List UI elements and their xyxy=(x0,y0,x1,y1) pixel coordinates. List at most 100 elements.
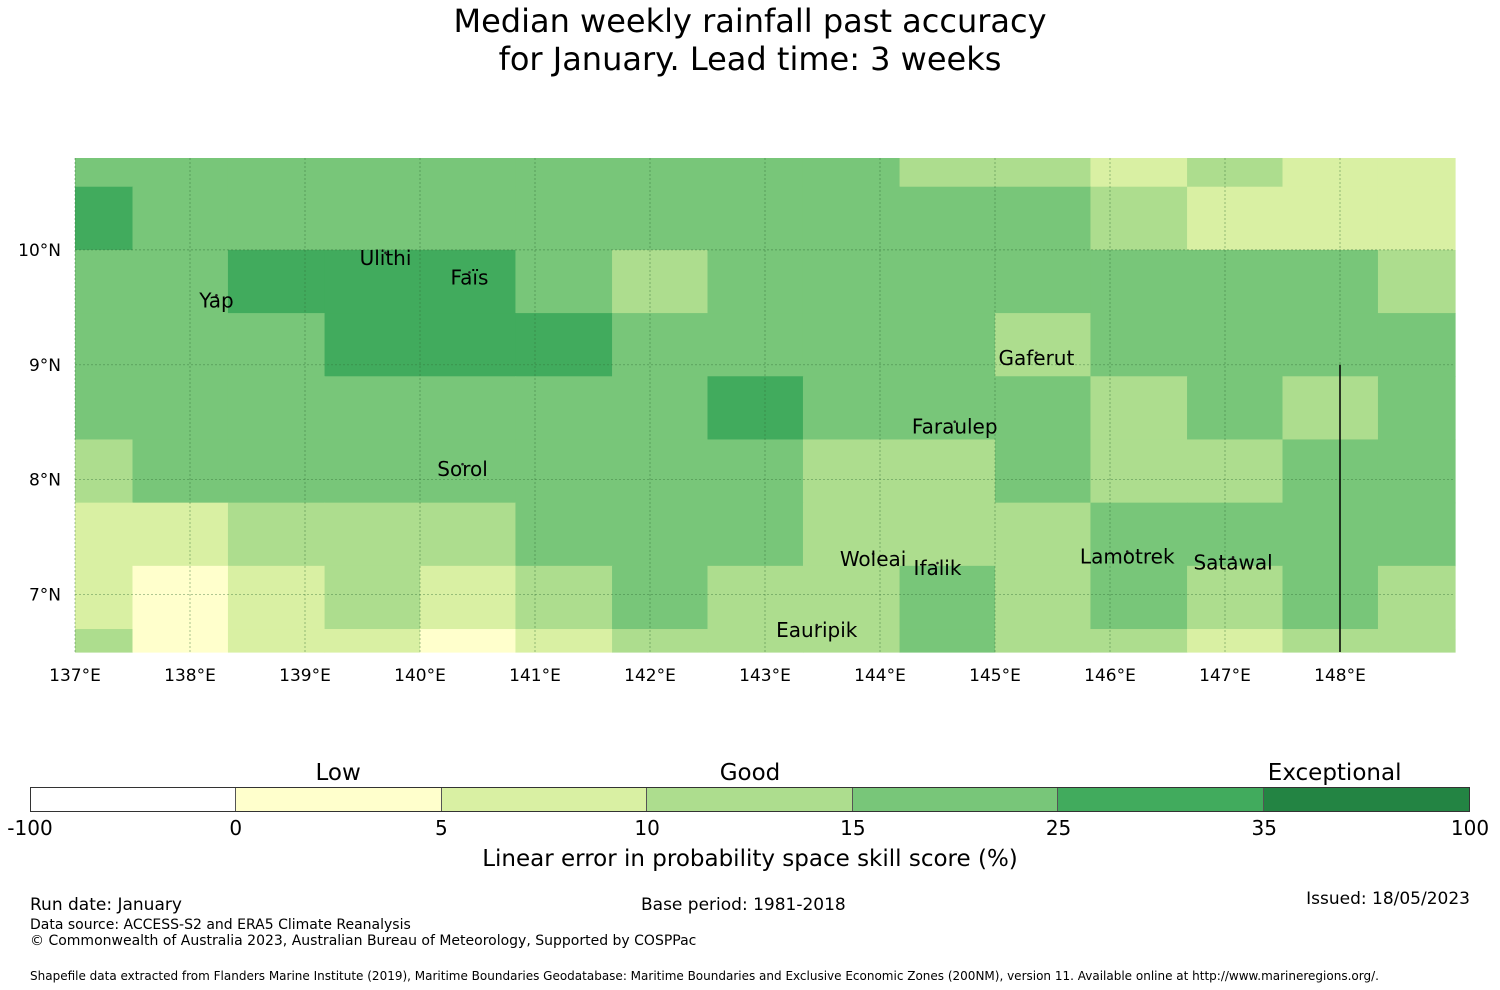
heatmap-cell xyxy=(1282,502,1379,567)
island-marker xyxy=(384,251,387,255)
heatmap-cell xyxy=(324,249,421,314)
heatmap-cell xyxy=(227,629,326,653)
heatmap-cell xyxy=(1090,376,1188,441)
y-tick-label: 8°N xyxy=(29,471,61,491)
heatmap-cell xyxy=(1282,186,1379,251)
heatmap-cell xyxy=(420,376,517,441)
heatmap-cell xyxy=(227,249,326,314)
shapefile-credit: Shapefile data extracted from Flanders M… xyxy=(30,969,1379,983)
colorbar-segment xyxy=(1058,788,1264,811)
heatmap-cell xyxy=(420,249,517,314)
heatmap-cell xyxy=(1377,502,1456,567)
heatmap-cell xyxy=(707,158,804,188)
heatmap-cell xyxy=(75,629,134,653)
heatmap-cell xyxy=(1282,158,1379,188)
gridlines xyxy=(74,158,1455,652)
heatmap-cell xyxy=(132,629,229,653)
island-marker xyxy=(461,462,464,466)
colorbar-tick-label: -100 xyxy=(7,816,53,840)
heatmap-cell xyxy=(802,376,901,441)
colorbar-label: Linear error in probability space skill … xyxy=(482,846,1018,872)
colorbar-category-label: Exceptional xyxy=(1267,760,1402,786)
island-marker xyxy=(953,420,957,424)
heatmap-cell xyxy=(1090,158,1188,188)
heatmap-cell xyxy=(1187,565,1284,630)
island-label: Gaferut xyxy=(998,346,1074,370)
heatmap-cell xyxy=(1377,565,1456,630)
colorbar-category-label: Low xyxy=(315,760,361,786)
heatmap-cell xyxy=(515,439,613,504)
heatmap-cell xyxy=(899,439,996,504)
island-label: Faraulep xyxy=(912,415,998,439)
heatmap-cell xyxy=(324,502,421,567)
heatmap-cell xyxy=(515,502,613,567)
x-tick-label: 140°E xyxy=(394,666,446,686)
heatmap-cell xyxy=(227,439,326,504)
heatmap-cell xyxy=(75,502,134,567)
heatmap-cell xyxy=(1282,249,1379,314)
heatmap-cell xyxy=(1377,376,1456,441)
heatmap-cell xyxy=(995,376,1092,441)
heatmap-cell xyxy=(1090,439,1188,504)
heatmap-cell xyxy=(515,565,613,630)
heatmap-cell xyxy=(132,565,229,630)
colorbar-segment xyxy=(852,788,1059,811)
heatmap-cell xyxy=(995,502,1092,567)
heatmap-cell xyxy=(1090,502,1188,567)
heatmap-cell xyxy=(1377,158,1456,188)
heatmap-cell xyxy=(899,249,996,314)
x-tick-label: 143°E xyxy=(739,666,791,686)
heatmap-cell xyxy=(1187,502,1284,567)
heatmap-cell xyxy=(227,313,326,377)
heatmap-cell xyxy=(324,629,421,653)
heatmap-cell xyxy=(75,186,134,251)
heatmap-cell xyxy=(227,186,326,251)
heatmap-cell xyxy=(995,158,1092,188)
heatmap-cell xyxy=(420,158,517,188)
heatmap-cell xyxy=(1187,629,1284,653)
heatmap-cell xyxy=(132,439,229,504)
heatmap-cell xyxy=(132,186,229,251)
heatmap-cell xyxy=(1187,249,1284,314)
island-label: Ulithi xyxy=(360,246,412,270)
island-label: Yap xyxy=(198,288,233,312)
heatmap-cell xyxy=(1282,376,1379,441)
heatmap-cell xyxy=(1187,158,1284,188)
colorbar-segment xyxy=(1263,788,1469,811)
heatmap-cell xyxy=(612,629,709,653)
island-label: Eauripik xyxy=(776,618,858,642)
island-label: Faïs xyxy=(450,265,488,289)
heatmap-cells xyxy=(75,158,1456,653)
run-date: Run date: January xyxy=(30,895,182,915)
island-marker xyxy=(936,561,939,565)
heatmap-cell xyxy=(1377,186,1456,251)
heatmap-cell xyxy=(612,249,709,314)
heatmap-cell xyxy=(802,249,901,314)
heatmap-cell xyxy=(899,158,996,188)
heatmap-cell xyxy=(612,439,709,504)
heatmap-cell xyxy=(75,313,134,377)
colorbar-segment xyxy=(647,788,853,811)
island-marker xyxy=(1231,555,1235,559)
heatmap-cell xyxy=(707,249,804,314)
colorbar-segment xyxy=(236,788,442,811)
heatmap-cell xyxy=(324,439,421,504)
heatmap-cell xyxy=(1282,629,1379,653)
heatmap-cell xyxy=(1090,565,1188,630)
heatmap-cell xyxy=(227,158,326,188)
heatmap-cell xyxy=(899,186,996,251)
heatmap-cell xyxy=(75,158,134,188)
heatmap-cell xyxy=(612,313,709,377)
heatmap-cell xyxy=(1187,186,1284,251)
island-labels: Ulithi Faïs Yap Gaferut Faraulep Sorol Woleai I… xyxy=(198,246,1272,642)
heatmap-cell xyxy=(75,249,134,314)
heatmap-cell xyxy=(707,313,804,377)
colorbar-category-label: Good xyxy=(719,760,781,786)
x-tick-label: 141°E xyxy=(509,666,561,686)
heatmap-cell xyxy=(1090,249,1188,314)
heatmap-cell xyxy=(420,439,517,504)
island-label: Lamotrek xyxy=(1080,545,1175,569)
colorbar-tick-label: 100 xyxy=(1450,816,1490,840)
island-marker xyxy=(1125,550,1129,553)
heatmap-cell xyxy=(802,439,901,504)
